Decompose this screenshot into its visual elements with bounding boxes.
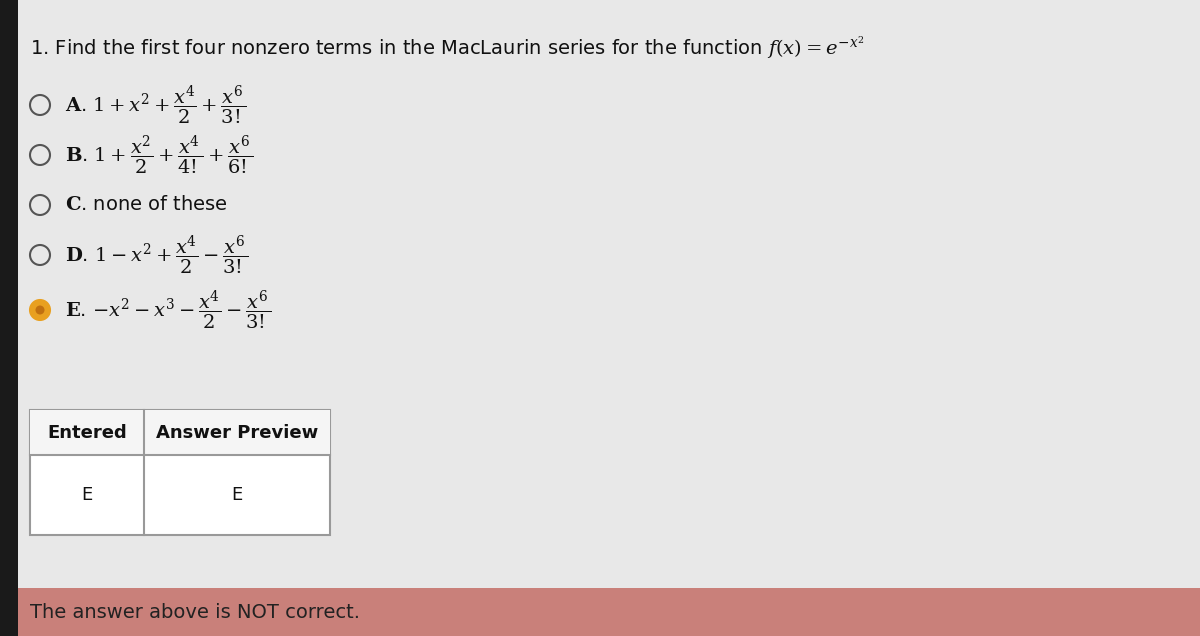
Text: E: E [232, 486, 242, 504]
Text: Entered: Entered [47, 424, 127, 441]
Text: $\mathbf{E}$. $-x^2 - x^3 - \dfrac{x^4}{2} - \dfrac{x^6}{3!}$: $\mathbf{E}$. $-x^2 - x^3 - \dfrac{x^4}{… [65, 288, 271, 331]
Bar [18, 588, 1200, 636]
Text: Answer Preview: Answer Preview [156, 424, 318, 441]
Bar [30, 410, 330, 455]
Bar [0, 0, 18, 636]
Text: The answer above is NOT correct.: The answer above is NOT correct. [30, 602, 360, 621]
Circle shape [30, 300, 50, 320]
Text: 1. Find the first four nonzero terms in the MacLaurin series for the function $f: 1. Find the first four nonzero terms in … [30, 35, 864, 62]
Circle shape [36, 305, 44, 314]
Text: $\mathbf{A}$. $1 + x^2 + \dfrac{x^4}{2} + \dfrac{x^6}{3!}$: $\mathbf{A}$. $1 + x^2 + \dfrac{x^4}{2} … [65, 83, 247, 127]
Text: $\mathbf{D}$. $1 - x^2 + \dfrac{x^4}{2} - \dfrac{x^6}{3!}$: $\mathbf{D}$. $1 - x^2 + \dfrac{x^4}{2} … [65, 233, 248, 277]
Bar [30, 410, 330, 535]
Text: $\mathbf{B}$. $1 + \dfrac{x^2}{2} + \dfrac{x^4}{4!} + \dfrac{x^6}{6!}$: $\mathbf{B}$. $1 + \dfrac{x^2}{2} + \dfr… [65, 134, 253, 177]
Text: $\mathbf{C}$. none of these: $\mathbf{C}$. none of these [65, 195, 228, 214]
Text: E: E [82, 486, 92, 504]
